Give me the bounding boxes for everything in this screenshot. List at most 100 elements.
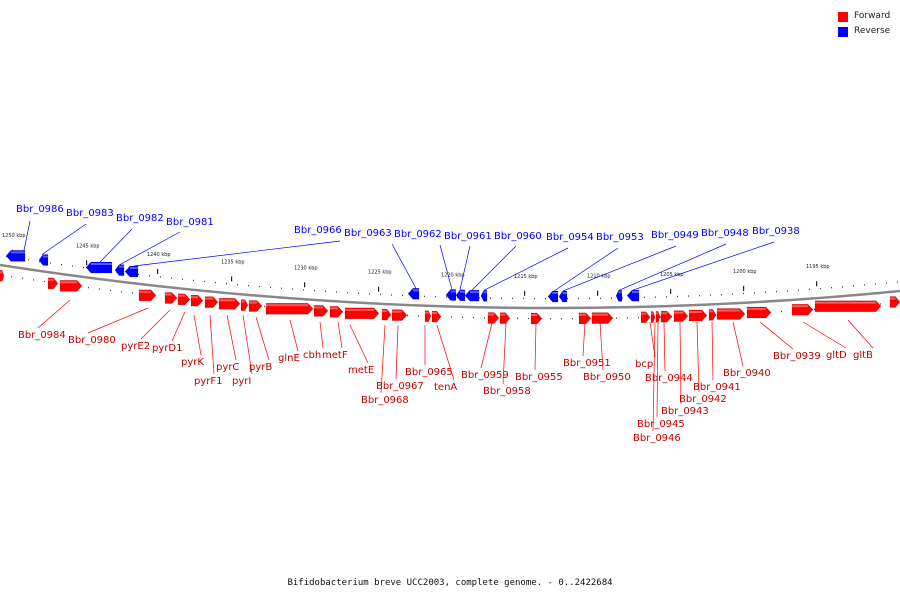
minor-tick <box>83 266 84 269</box>
minor-tick <box>22 277 23 279</box>
forward-gene-label: Bbr_0939 <box>773 351 821 362</box>
forward-gene-highlight <box>792 305 808 308</box>
forward-gene-highlight <box>382 310 387 313</box>
reverse-gene <box>407 288 420 300</box>
major-tick <box>231 276 233 282</box>
minor-tick <box>462 316 463 318</box>
forward-gene-highlight <box>392 310 402 313</box>
forward-gene-highlight <box>219 299 235 302</box>
forward-gene <box>591 312 614 324</box>
minor-tick <box>820 287 821 290</box>
minor-tick <box>39 260 40 263</box>
minor-tick <box>270 286 271 289</box>
minor-tick <box>875 283 876 285</box>
reverse-gene <box>558 290 568 303</box>
minor-tick <box>842 286 843 288</box>
forward-leader-line <box>711 321 714 381</box>
reverse-gene-highlight <box>483 291 487 294</box>
minor-tick <box>638 317 639 319</box>
scale-label: 1250 kbp <box>2 233 26 239</box>
legend-forward: Forward <box>838 9 890 24</box>
minor-tick <box>490 297 491 299</box>
forward-gene-highlight <box>890 297 896 300</box>
legend-forward-label: Forward <box>854 11 891 21</box>
minor-tick <box>572 317 573 320</box>
forward-leader-line <box>436 324 455 381</box>
forward-gene <box>650 311 656 323</box>
minor-tick <box>523 297 524 300</box>
reverse-gene-highlight <box>43 255 48 258</box>
forward-gene <box>138 289 157 302</box>
minor-tick <box>781 310 782 313</box>
reverse-leader-line <box>41 223 87 255</box>
minor-tick <box>72 265 73 267</box>
minor-tick <box>732 293 733 295</box>
minor-tick <box>831 287 832 289</box>
major-tick <box>86 260 88 266</box>
forward-leader-line <box>255 316 270 361</box>
minor-tick <box>132 292 133 294</box>
reverse-gene <box>626 289 640 302</box>
scale-label: 1215 kbp <box>514 274 538 280</box>
minor-tick <box>325 290 326 292</box>
forward-gene-highlight <box>747 307 766 310</box>
forward-leader-line <box>37 299 71 329</box>
minor-tick <box>110 289 111 292</box>
forward-gene <box>530 312 543 325</box>
minor-tick <box>121 291 122 293</box>
reverse-leader-line <box>99 228 133 263</box>
forward-leader-line <box>380 324 386 394</box>
minor-tick <box>880 303 881 305</box>
forward-gene-label: pyrK <box>181 357 204 368</box>
minor-tick <box>457 296 458 298</box>
minor-tick <box>666 296 667 298</box>
minor-tick <box>545 297 546 300</box>
minor-tick <box>193 279 194 282</box>
forward-leader-line <box>480 322 493 369</box>
forward-leader-line <box>226 314 237 361</box>
forward-gene <box>487 312 500 324</box>
forward-gene <box>578 312 592 325</box>
forward-gene <box>640 311 651 324</box>
forward-gene-label: Bbr_0943 <box>661 406 709 417</box>
minor-tick <box>710 294 711 296</box>
minor-tick <box>44 280 45 283</box>
minor-tick <box>160 276 161 278</box>
forward-gene <box>344 307 380 320</box>
forward-gene-label: Bbr_0942 <box>679 394 727 405</box>
reverse-gene-label: Bbr_0982 <box>116 213 164 224</box>
forward-gene <box>177 293 191 306</box>
forward-leader-line <box>193 314 202 356</box>
reverse-gene <box>85 261 113 274</box>
major-tick <box>378 286 380 292</box>
reverse-gene-highlight <box>412 289 419 292</box>
reverse-gene-highlight <box>470 291 479 294</box>
reverse-gene <box>445 289 457 301</box>
reverse-gene-label: Bbr_0962 <box>394 229 442 240</box>
minor-tick <box>50 262 51 264</box>
forward-leader-line <box>599 321 604 371</box>
minor-tick <box>864 284 865 286</box>
forward-leader-line <box>289 319 299 352</box>
forward-leader-line <box>663 321 666 372</box>
forward-gene <box>313 305 329 317</box>
minor-tick <box>347 292 348 294</box>
forward-leader-line <box>171 311 186 342</box>
forward-gene-highlight <box>488 313 495 316</box>
forward-gene <box>708 309 717 321</box>
forward-leader-line <box>319 321 324 349</box>
forward-gene-highlight <box>709 310 713 313</box>
scale-label: 1230 kbp <box>294 265 318 271</box>
forward-gene <box>660 310 673 323</box>
minor-tick <box>655 296 656 298</box>
forward-gene-label: cbh <box>303 350 321 361</box>
forward-gene-highlight <box>674 311 683 314</box>
minor-tick <box>451 316 452 318</box>
forward-leader-line <box>679 321 682 405</box>
forward-gene-highlight <box>345 308 374 311</box>
forward-gene <box>814 300 882 312</box>
forward-gene <box>791 303 814 316</box>
minor-tick <box>446 296 447 298</box>
reverse-gene-label: Bbr_0953 <box>596 232 644 243</box>
